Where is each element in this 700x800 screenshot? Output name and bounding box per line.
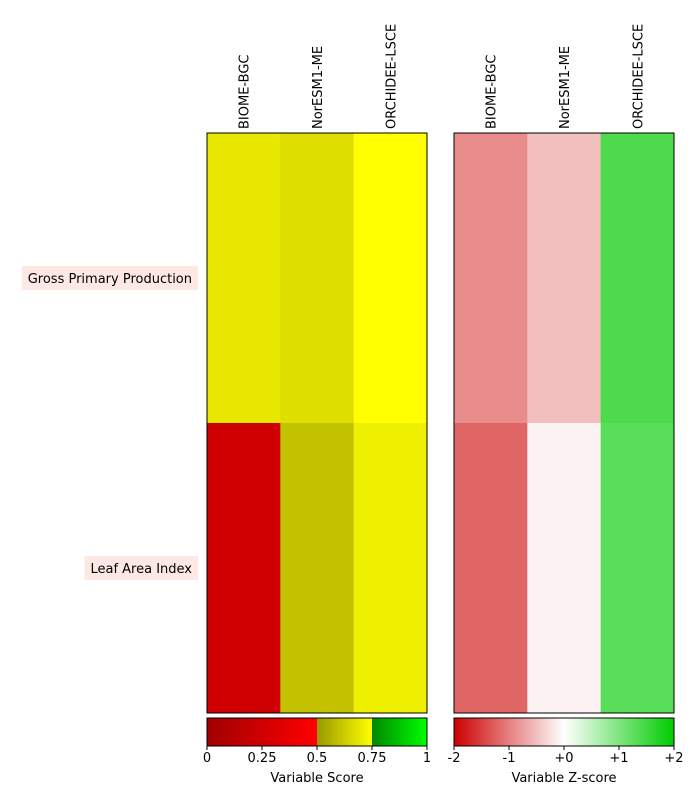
row-label: Gross Primary Production [28,272,192,287]
colorbar-tick-label: 1 [423,751,431,766]
heatmap-frame [206,132,428,714]
heatmap-cell [280,423,355,714]
colorbar [453,717,675,747]
heatmap-cell [280,133,355,424]
colorbar-tick-label: 0.25 [248,751,277,766]
colorbar-label: Variable Z-score [511,771,616,786]
column-label: NorESM1-ME [558,46,573,129]
colorbar-label: Variable Score [270,771,363,786]
heatmap-cell [600,133,675,424]
column-label: BIOME-BGC [485,55,500,129]
variable-score-panel: BIOME-BGC NorESM1-ME ORCHIDEE-LSCE 0 0.25 0.5… [203,24,431,786]
colorbar-tick-label: +1 [609,751,628,766]
colorbar-tick-label: +0 [554,751,573,766]
heatmap-cell [527,133,602,424]
row-label-group: Gross Primary Production [21,266,198,290]
colorbar-tick-label: 0.75 [358,751,387,766]
row-label-background [84,556,198,580]
variable-zscore-panel: BIOME-BGC NorESM1-ME ORCHIDEE-LSCE -2 -1 +0 +1… [448,24,684,786]
column-label: BIOME-BGC [238,55,253,129]
colorbar [206,717,428,747]
heatmap-cell [454,423,528,714]
colorbar-tick-label: -2 [448,751,461,766]
row-label-background [21,266,198,290]
colorbar-tick-label: 0.5 [307,751,328,766]
colorbar-tick-label: +2 [664,751,683,766]
heatmap-cell [527,423,602,714]
row-label-group: Leaf Area Index [84,556,198,580]
heatmap-cell [207,133,281,424]
heatmap-frame [453,132,675,714]
heatmap-cell [353,423,428,714]
colorbar-tick-label: 0 [203,751,211,766]
heatmap-cell [207,423,281,714]
column-label: ORCHIDEE-LSCE [384,24,399,129]
column-label: ORCHIDEE-LSCE [631,24,646,129]
column-label: NorESM1-ME [311,46,326,129]
heatmap-cell [600,423,675,714]
row-label: Leaf Area Index [90,562,192,577]
heatmap-cell [353,133,428,424]
row-labels: Gross Primary Production Leaf Area Index [21,266,198,580]
colorbar-tick-label: -1 [503,751,516,766]
heatmap-cell [454,133,528,424]
